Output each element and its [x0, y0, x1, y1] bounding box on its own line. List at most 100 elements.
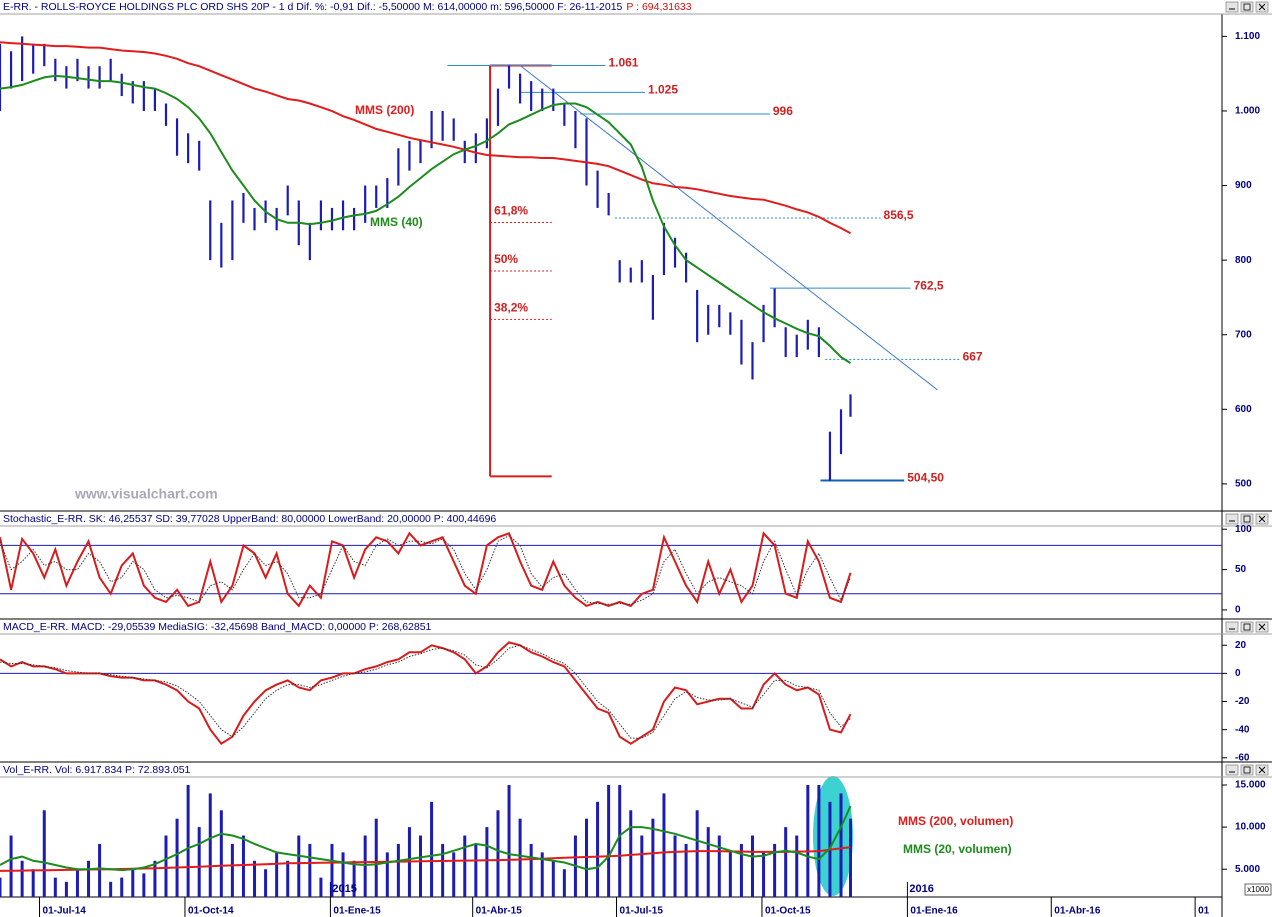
- volume-bar: [596, 801, 600, 897]
- y-tick-label: -60: [1235, 752, 1250, 763]
- volume-bar: [64, 881, 68, 897]
- panel-separator: [0, 761, 1272, 763]
- volume-bar: [374, 818, 378, 897]
- volume-bar: [330, 843, 334, 897]
- window-button: [1225, 1, 1239, 13]
- series-name: MMS (200): [355, 103, 414, 117]
- volume-bar: [20, 860, 24, 897]
- volume-bar: [286, 860, 290, 897]
- level-label: 667: [963, 350, 983, 364]
- y-tick-label: 0: [1235, 668, 1241, 679]
- year-label: 2015: [332, 883, 356, 895]
- window-button: [1225, 513, 1239, 525]
- volume-bar: [795, 835, 799, 897]
- volume-bar: [651, 818, 655, 897]
- volume-bar: [9, 835, 13, 897]
- panel-plot: [0, 531, 1222, 608]
- window-button: [1240, 764, 1254, 776]
- unit-box: [1244, 883, 1272, 896]
- volume-bar: [98, 843, 102, 897]
- panel-plot: 61,8% 50% 38,2% 1.061 1.025 996 856,5 762,5 667 5…: [0, 36, 983, 485]
- volume-bar: [109, 881, 113, 897]
- volume-bar: [739, 843, 743, 897]
- y-tick-label: 800: [1235, 255, 1252, 266]
- y-tick-label: 100: [1235, 524, 1252, 535]
- volume-bar: [518, 818, 522, 897]
- volume-bar: [773, 843, 777, 897]
- volume-bar: [507, 785, 511, 897]
- series-line: [0, 644, 851, 739]
- level-label: 762,5: [914, 278, 944, 292]
- series-name: MMS (40): [370, 215, 423, 229]
- series-line: [0, 535, 851, 605]
- button-icon: [1258, 515, 1266, 523]
- volume-bar: [87, 860, 91, 897]
- volume-bar: [120, 877, 124, 897]
- volume-bar: [341, 852, 345, 897]
- volume-bar: [175, 818, 179, 897]
- volume-bar: [684, 843, 688, 897]
- volume-bar: [529, 843, 533, 897]
- volume-bar: [452, 852, 456, 897]
- volume-bar: [75, 869, 79, 897]
- level-label: 996: [773, 104, 793, 118]
- level-label: 856,5: [884, 208, 914, 222]
- volume-bar: [784, 827, 788, 897]
- watermark: www.visualchart.com: [74, 486, 218, 502]
- level-label: 504,50: [907, 471, 944, 485]
- panel-title: E-RR. - ROLLS-ROYCE HOLDINGS PLC ORD SHS…: [3, 1, 623, 13]
- series-name: MMS (20, volumen): [903, 842, 1012, 856]
- x-tick-label: 01-Abr-16: [1054, 906, 1101, 917]
- volume-bar: [352, 860, 356, 897]
- y-tick-label: 20: [1235, 640, 1247, 651]
- volume-bar: [762, 852, 766, 897]
- window-button: [1225, 621, 1239, 633]
- series-line: [0, 805, 852, 872]
- series-line: [0, 74, 852, 364]
- volume-bar: [419, 835, 423, 897]
- volume-bar: [385, 852, 389, 897]
- volume-bar: [441, 843, 445, 897]
- series-line: [0, 531, 852, 608]
- volume-bar: [629, 810, 633, 897]
- volume-bar: [717, 835, 721, 897]
- y-tick-label: -40: [1235, 724, 1250, 735]
- volume-bar: [308, 843, 312, 897]
- y-tick-label: 5.000: [1235, 864, 1260, 875]
- button-icon: [1243, 623, 1251, 631]
- year-label: 2016: [909, 883, 933, 895]
- volume-bar: [208, 793, 212, 897]
- button-icon: [1243, 3, 1251, 11]
- volume-bar: [53, 877, 57, 897]
- volume-bar: [485, 827, 489, 897]
- x-tick-label: 01-Jul-15: [620, 906, 664, 917]
- x-tick-label: 01-Abr-15: [476, 906, 523, 917]
- volume-bar: [186, 785, 190, 897]
- x-tick-label: 01-Oct-14: [188, 906, 234, 917]
- volume-bar: [695, 810, 699, 897]
- panel-separator: [0, 510, 1272, 512]
- unit-label: x1000: [1247, 885, 1269, 894]
- volume-bar: [750, 835, 754, 897]
- y-tick-label: 500: [1235, 479, 1252, 490]
- button-icon: [1258, 3, 1266, 11]
- volume-bar: [142, 873, 146, 897]
- y-tick-label: 0: [1235, 605, 1241, 616]
- button-icon: [1243, 515, 1251, 523]
- level-label: 1.061: [608, 56, 638, 70]
- y-tick-label: -20: [1235, 696, 1250, 707]
- x-tick-label: 01-Oct-15: [765, 906, 811, 917]
- window-button: [1225, 764, 1239, 776]
- volume-bar: [463, 835, 467, 897]
- x-tick-label: 01-Ene-15: [333, 906, 381, 917]
- volume-bar: [430, 801, 434, 897]
- volume-bar: [363, 835, 367, 897]
- y-tick-label: 600: [1235, 404, 1252, 415]
- volume-bar: [264, 869, 268, 897]
- y-tick-label: 700: [1235, 329, 1252, 340]
- panel-plot: [0, 641, 1222, 746]
- y-tick-label: 1.000: [1235, 106, 1260, 117]
- x-tick-label: 01: [1198, 906, 1210, 917]
